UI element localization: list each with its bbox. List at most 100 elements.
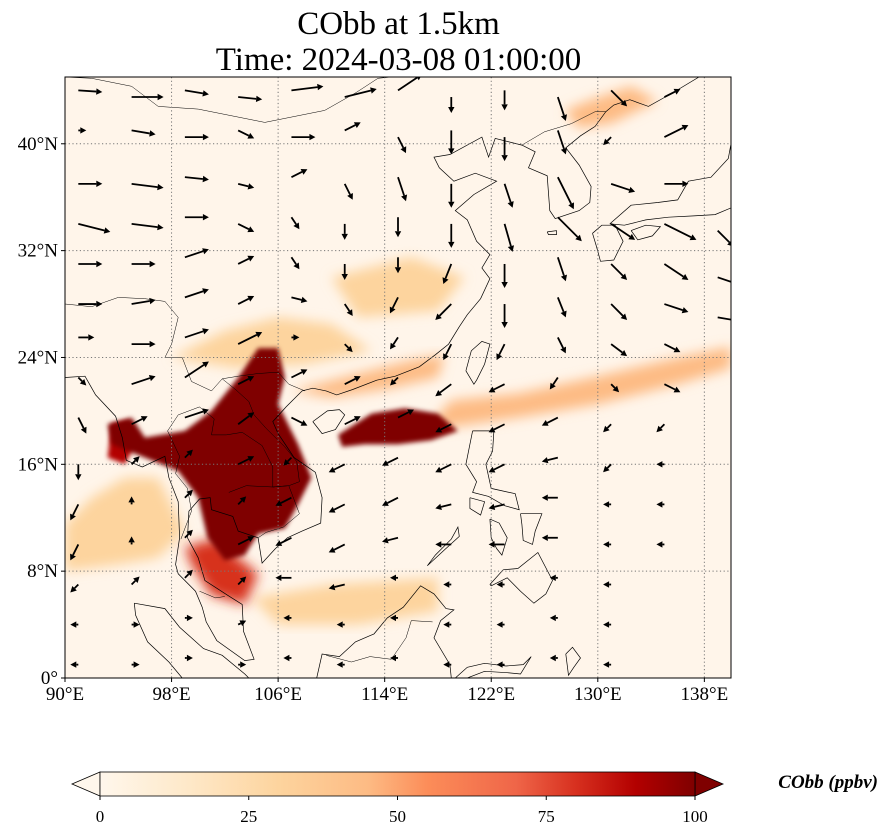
cobb-concentration-layer <box>65 86 731 625</box>
plume-guangdong-plume <box>291 354 445 398</box>
wind-arrow <box>382 536 399 544</box>
wind-arrow <box>131 621 140 628</box>
wind-arrow <box>549 614 558 622</box>
wind-arrow <box>603 621 612 628</box>
wind-arrow <box>541 534 558 541</box>
wind-arrow <box>390 654 398 662</box>
wind-arrow <box>557 216 582 242</box>
coastline-layer <box>65 77 731 678</box>
wind-arrow <box>610 223 636 240</box>
wind-arrow <box>77 376 87 386</box>
wind-arrow <box>663 343 681 353</box>
x-tick-label: 114°E <box>361 684 408 705</box>
colorbar-label: CObb (ppbv) <box>778 772 878 793</box>
wind-arrow <box>184 654 193 662</box>
wind-arrow <box>336 661 345 668</box>
wind-arrow <box>291 334 300 341</box>
wind-arrow <box>344 122 361 132</box>
wind-arrow <box>496 343 506 361</box>
wind-arrow <box>336 621 345 628</box>
coast-shikoku <box>630 224 662 241</box>
y-tick-label: 16°N <box>18 454 59 475</box>
wind-arrow <box>283 614 292 622</box>
wind-arrow <box>78 223 111 234</box>
wind-arrow <box>184 288 209 299</box>
border-korea-border <box>521 111 606 146</box>
wind-arrow <box>448 223 455 248</box>
wind-arrow <box>78 334 95 341</box>
wind-arrow <box>603 661 612 668</box>
wind-arrow <box>328 503 346 513</box>
wind-arrow <box>656 423 666 433</box>
wind-arrow <box>501 137 508 162</box>
wind-arrow <box>663 124 689 138</box>
wind-arrow <box>75 464 82 481</box>
wind-arrow <box>610 89 628 107</box>
wind-arrow <box>394 217 402 238</box>
wind-arrow <box>344 376 361 385</box>
coast-mindanao <box>489 551 553 604</box>
wind-arrow <box>656 541 665 548</box>
wind-arrow <box>603 423 612 433</box>
wind-arrow <box>131 182 164 191</box>
wind-arrow <box>435 463 452 473</box>
wind-arrow <box>390 574 398 581</box>
wind-arrow <box>435 541 452 548</box>
coast-mindoro <box>469 497 486 516</box>
wind-arrow <box>184 614 193 622</box>
wind-arrow <box>237 412 255 425</box>
plume-yunnan-haze <box>171 317 372 369</box>
wind-arrow <box>343 183 353 200</box>
wind-arrow <box>184 569 193 579</box>
wind-arrow <box>448 130 455 155</box>
wind-arrow <box>488 423 505 433</box>
wind-arrow <box>237 223 255 233</box>
wind-arrow <box>549 654 558 662</box>
coast-luzon <box>465 430 520 511</box>
wind-arrow <box>328 583 345 591</box>
coast-hainan <box>312 409 346 435</box>
wind-arrow <box>70 621 79 628</box>
wind-arrow <box>663 223 697 241</box>
wind-arrow <box>503 183 514 208</box>
wind-arrow <box>344 87 377 98</box>
wind-arrow <box>237 456 255 466</box>
wind-arrow <box>291 83 324 92</box>
wind-arrow <box>184 248 209 259</box>
map-frame <box>64 76 732 679</box>
wind-arrow <box>290 256 300 270</box>
wind-arrow <box>344 343 353 353</box>
coast-mainland-coast <box>65 77 700 661</box>
wind-arrow <box>556 130 567 155</box>
wind-arrow <box>291 133 316 141</box>
colorbar-tick-label: 75 <box>538 807 555 826</box>
wind-arrow <box>344 416 361 426</box>
wind-arrow <box>501 304 508 328</box>
wind-arrow <box>184 175 209 183</box>
border-thai-malay-border <box>199 590 225 599</box>
wind-arrow <box>131 129 156 137</box>
wind-arrow <box>78 88 103 95</box>
wind-arrow <box>717 229 731 246</box>
wind-arrow <box>556 96 567 121</box>
plume-western-bay-plume <box>65 477 185 572</box>
wind-arrow <box>77 417 87 434</box>
wind-arrow <box>496 581 505 588</box>
colorbar-tick-label: 100 <box>682 807 708 826</box>
wind-arrow <box>610 182 636 193</box>
wind-arrow <box>390 336 399 350</box>
wind-arrow <box>656 461 665 468</box>
wind-arrow <box>237 620 247 627</box>
wind-arrow <box>131 93 164 101</box>
wind-arrow <box>237 576 247 586</box>
wind-arrow <box>128 496 135 505</box>
wind-vector-layer <box>70 77 731 668</box>
plume-south-china-sea-plume <box>338 408 458 447</box>
wind-arrow <box>237 182 255 190</box>
wind-arrow <box>557 176 574 210</box>
wind-arrow <box>184 449 193 459</box>
wind-arrow <box>717 316 731 321</box>
wind-arrow <box>184 328 209 339</box>
wind-arrow <box>291 169 308 178</box>
wind-arrow <box>237 376 255 385</box>
